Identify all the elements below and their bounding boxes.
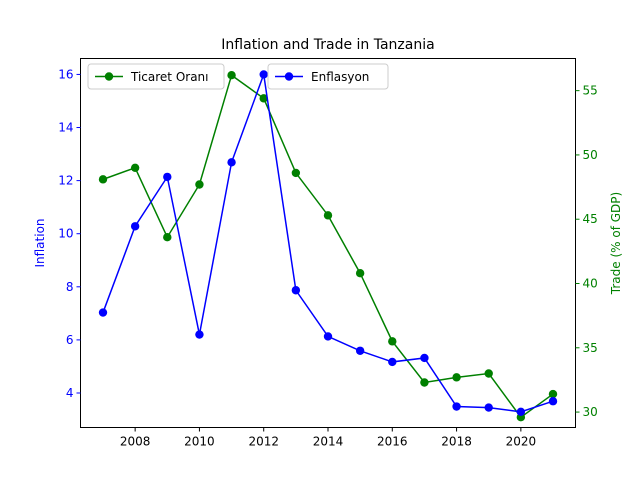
series-1-point [195,180,204,189]
series-1-point [227,71,236,80]
right-y-tick-label: 30 [583,405,598,419]
left-y-tick-label: 10 [58,227,73,241]
series-0-point [420,353,429,363]
legend-label: Enflasyon [311,70,369,84]
series-0-point [195,330,204,339]
series-1-point [484,369,493,378]
series-0-point [452,402,461,411]
right-y-tick-label: 50 [583,148,598,162]
series-0-point [98,308,108,317]
x-tick-label: 2008 [120,435,151,449]
axes: 2008 2010 2012 2014 2016 2018 2020 4 6 8 10 12 14 16 3… [58,67,598,448]
series-0-point [163,172,172,182]
series-0-point [516,407,526,417]
series-0-point [227,158,236,167]
series-0-point [484,403,493,412]
series-1-point [548,389,558,399]
series-1-point [291,168,301,178]
series-1-point [130,163,140,172]
series-1-point [323,211,333,220]
legend-marker [284,72,294,81]
legends: Ticaret Oranı Enflasyon [87,63,389,90]
series-1-point [98,175,108,184]
series-0-point [323,332,333,341]
series-1-point [259,94,268,103]
series-0-point [130,222,140,231]
chart-title: Inflation and Trade in Tanzania [221,37,434,53]
left-y-tick-label: 14 [58,121,73,135]
right-axis-label: Trade (% of GDP) [609,192,623,295]
series-0-point [291,286,301,295]
series-0-point [548,397,558,406]
series-1-point [388,337,397,346]
series-0-point [388,357,397,367]
right-y-tick-label: 45 [583,212,598,226]
legend-label: Ticaret Oranı [130,70,209,84]
legend-box [267,63,389,90]
right-y-tick-label: 40 [583,277,598,291]
x-tick-label: 2010 [184,435,215,449]
series-1-point [452,373,461,382]
x-tick-label: 2016 [377,435,408,449]
legend-marker [104,72,114,81]
left-axis-label: Inflation [33,218,47,267]
x-tick-label: 2012 [248,435,279,449]
plot-area [98,70,558,422]
series-0-point [355,346,365,355]
left-y-tick-label: 6 [66,333,74,347]
x-tick-label: 2018 [441,435,472,449]
x-tick-label: 2020 [506,435,537,449]
series-1-point [355,269,365,278]
x-tick-label: 2014 [313,435,344,449]
right-y-tick-label: 35 [583,341,598,355]
legend-box [87,63,225,90]
left-y-tick-label: 4 [66,386,74,400]
left-y-tick-label: 8 [66,280,74,294]
series-0-point [259,70,268,79]
right-y-tick-label: 55 [583,84,598,98]
series-1-point [420,378,429,387]
left-y-tick-label: 16 [58,67,73,81]
left-y-tick-label: 12 [58,174,73,188]
series-1-point [163,233,172,242]
